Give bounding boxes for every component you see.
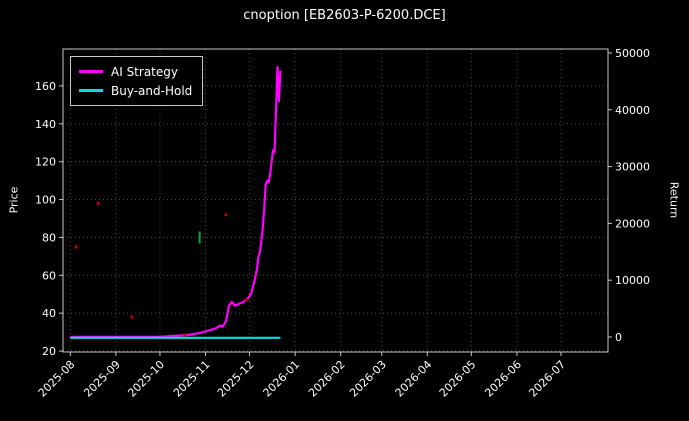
x-tick-label: 2026-04 bbox=[393, 358, 435, 400]
sell-signals-marker bbox=[224, 213, 228, 217]
legend-label: Buy-and-Hold bbox=[111, 83, 193, 98]
x-tick-label: 2026-07 bbox=[526, 358, 568, 400]
legend-item-buy-and-hold: Buy-and-Hold bbox=[79, 81, 192, 100]
x-tick-label: 2026-06 bbox=[482, 358, 524, 400]
y-axis-label-right: Return bbox=[667, 181, 681, 219]
legend-swatch-1 bbox=[79, 89, 103, 92]
sell-signals-marker bbox=[183, 333, 187, 337]
y-tick-label-left: 40 bbox=[42, 307, 56, 320]
y-tick-label-left: 160 bbox=[35, 80, 56, 93]
y-tick-label-left: 140 bbox=[35, 118, 56, 131]
plot-border bbox=[62, 48, 609, 353]
x-tick-label: 2026-05 bbox=[437, 358, 479, 400]
sell-signals-marker bbox=[96, 201, 100, 205]
y-tick-label-right: 10000 bbox=[615, 274, 650, 287]
y-tick-label-right: 40000 bbox=[615, 104, 650, 117]
y-tick-label-left: 120 bbox=[35, 156, 56, 169]
y-tick-label-left: 100 bbox=[35, 194, 56, 207]
x-tick-label: 2025-12 bbox=[215, 358, 257, 400]
legend-item-ai-strategy: AI Strategy bbox=[79, 62, 192, 81]
y-tick-label-left: 20 bbox=[42, 345, 56, 358]
sell-signals-marker bbox=[130, 315, 134, 319]
y-tick-label-right: 0 bbox=[615, 331, 622, 344]
sell-signals-marker bbox=[74, 245, 78, 249]
x-tick-label: 2025-09 bbox=[81, 358, 123, 400]
y-axis-label-left: Price bbox=[7, 186, 21, 214]
x-tick-label: 2026-02 bbox=[306, 358, 348, 400]
x-tick-label: 2025-11 bbox=[171, 358, 213, 400]
legend-label: AI Strategy bbox=[111, 64, 178, 79]
x-tick-label: 2026-01 bbox=[261, 358, 303, 400]
sell-signals-marker bbox=[245, 298, 249, 302]
x-tick-label: 2025-08 bbox=[36, 358, 78, 400]
legend: AI Strategy Buy-and-Hold bbox=[70, 56, 204, 106]
y-tick-label-right: 30000 bbox=[615, 161, 650, 174]
y-tick-label-right: 50000 bbox=[615, 47, 650, 60]
x-tick-label: 2025-10 bbox=[125, 358, 167, 400]
x-tick-label: 2026-03 bbox=[347, 358, 389, 400]
y-tick-label-left: 80 bbox=[42, 231, 56, 244]
y-tick-label-right: 20000 bbox=[615, 217, 650, 230]
series-ai-strategy bbox=[70, 65, 282, 338]
chart-title: cnoption [EB2603-P-6200.DCE] bbox=[243, 8, 446, 23]
buy-signals-marker bbox=[198, 231, 201, 244]
legend-swatch-0 bbox=[79, 70, 103, 73]
y-tick-label-left: 60 bbox=[42, 269, 56, 282]
